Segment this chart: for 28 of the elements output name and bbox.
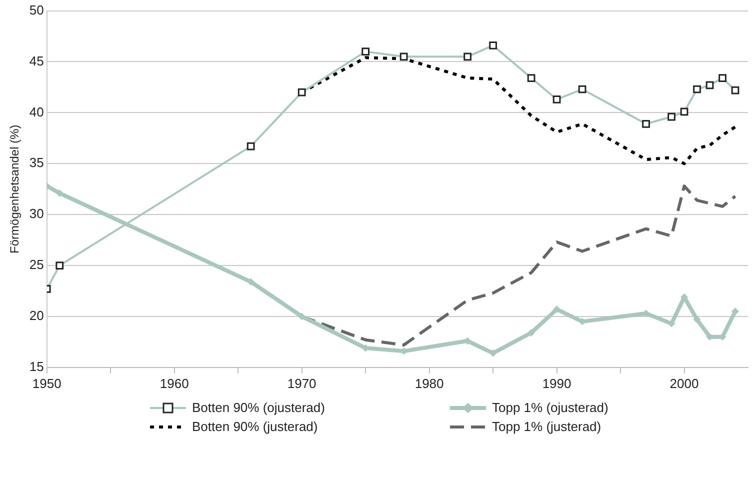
point bbox=[668, 320, 676, 328]
point bbox=[490, 350, 497, 357]
point bbox=[247, 278, 254, 286]
point bbox=[56, 190, 64, 197]
x-tick-label: 1950 bbox=[32, 376, 62, 391]
legend-label: Botten 90% (justerad) bbox=[192, 419, 318, 434]
point bbox=[732, 308, 739, 315]
x-tick-label: 1990 bbox=[542, 376, 572, 391]
x-tick-label: 1980 bbox=[414, 376, 444, 391]
point bbox=[553, 306, 560, 313]
x-tick-label: 1960 bbox=[160, 376, 189, 391]
y-tick-label: 25 bbox=[29, 257, 44, 272]
y-tick-label: 50 bbox=[29, 2, 44, 18]
point bbox=[528, 329, 535, 336]
point bbox=[694, 316, 701, 324]
y-axis-title: Förmögenhetsandel (%) bbox=[8, 124, 22, 254]
y-tick-label: 35 bbox=[29, 155, 44, 170]
point bbox=[298, 312, 306, 320]
legend-label: Topp 1% (justerad) bbox=[492, 419, 602, 434]
y-tick-label: 20 bbox=[29, 308, 44, 324]
x-tick-label: 1970 bbox=[287, 376, 316, 391]
x-tick-label: 2000 bbox=[670, 376, 699, 391]
y-tick-label: 30 bbox=[29, 206, 44, 222]
y-tick-label: 15 bbox=[29, 358, 44, 374]
legend-label: Botten 90% (ojusterad) bbox=[192, 400, 325, 415]
legend-label: Topp 1% (ojusterad) bbox=[492, 400, 608, 415]
y-tick-label: 45 bbox=[29, 53, 44, 68]
y-tick-label: 40 bbox=[29, 104, 44, 120]
